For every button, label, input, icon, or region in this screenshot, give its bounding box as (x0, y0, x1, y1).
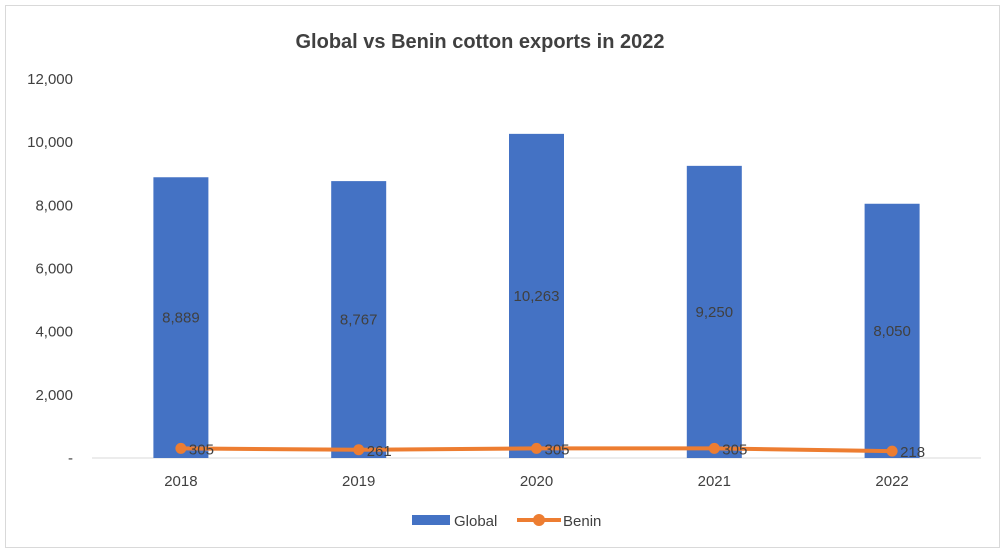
y-tick-label: - (68, 450, 73, 467)
benin-point (708, 442, 720, 454)
x-tick-label: 2020 (520, 473, 553, 490)
benin-point (353, 444, 365, 456)
line-data-label: 305 (545, 441, 570, 458)
benin-point (531, 442, 542, 454)
bar-global (864, 203, 920, 458)
line-data-label: 261 (367, 443, 392, 460)
benin-point (175, 442, 187, 454)
chart-title: Global vs Benin cotton exports in 2022 (296, 31, 665, 53)
y-tick-label: 10,000 (27, 134, 73, 151)
legend-marker-benin (533, 514, 545, 526)
bar-data-label: 8,889 (162, 310, 200, 327)
line-data-label: 218 (900, 444, 925, 461)
legend: Global Benin (412, 513, 601, 530)
bar-global (153, 177, 209, 459)
x-tick-label: 2022 (875, 473, 908, 490)
x-tick-label: 2021 (698, 473, 731, 490)
legend-label-global: Global (454, 513, 497, 530)
y-tick-label: 8,000 (35, 197, 73, 214)
legend-label-benin: Benin (563, 513, 601, 530)
bar-global (686, 165, 742, 458)
global-bars (153, 133, 920, 459)
y-tick-label: 12,000 (27, 71, 73, 88)
bar-data-label: 8,767 (340, 312, 378, 329)
y-tick-label: 6,000 (35, 261, 73, 278)
benin-line-series (175, 442, 898, 457)
global-data-labels: 8,889 8,767 10,263 9,250 8,050 (162, 288, 911, 340)
y-axis-ticks: - 2,000 4,000 6,000 8,000 10,000 12,000 (27, 71, 73, 467)
x-tick-label: 2019 (342, 473, 375, 490)
bar-data-label: 8,050 (873, 323, 911, 340)
legend-swatch-global (412, 515, 450, 525)
x-tick-label: 2018 (164, 473, 197, 490)
benin-point (886, 445, 898, 457)
y-tick-label: 4,000 (35, 324, 73, 341)
bar-data-label: 9,250 (696, 304, 734, 321)
bar-global (509, 133, 564, 459)
bar-global (331, 181, 387, 458)
y-tick-label: 2,000 (35, 387, 73, 404)
x-axis-ticks: 2018 2019 2020 2021 2022 (164, 473, 909, 490)
line-data-label: 305 (722, 441, 747, 458)
line-data-label: 305 (189, 441, 214, 458)
bar-data-label: 10,263 (514, 288, 560, 305)
benin-data-labels: 305 261 305 305 218 (189, 441, 925, 461)
